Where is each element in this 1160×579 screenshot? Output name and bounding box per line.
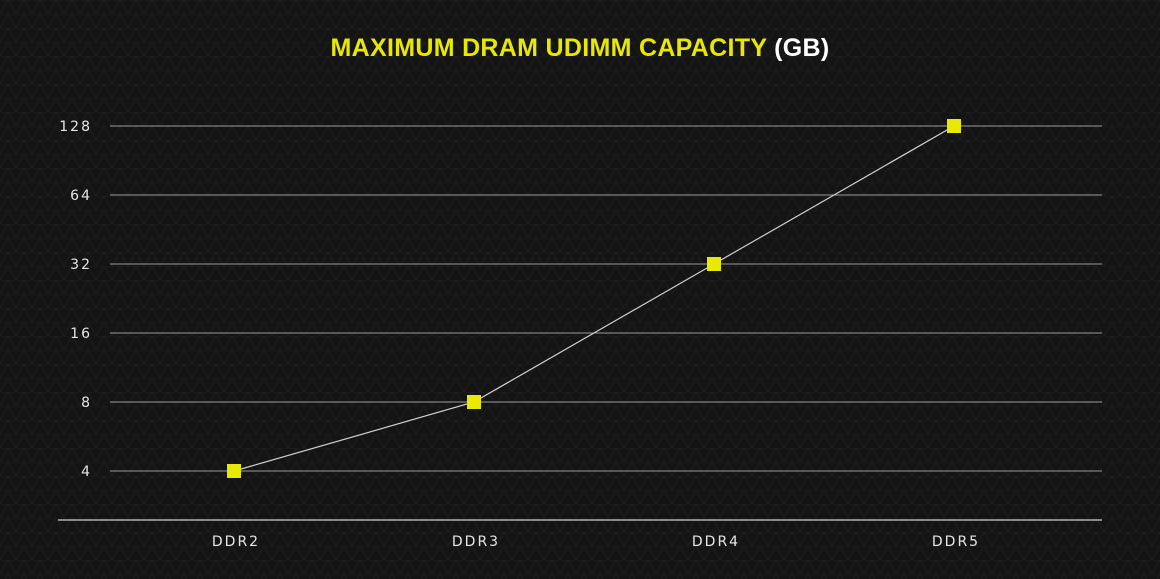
series-line <box>233 125 955 472</box>
chart-title: MAXIMUM DRAM UDIMM CAPACITY (GB) <box>0 34 1160 63</box>
x-tick-label: DDR5 <box>932 534 980 550</box>
y-tick-label: 32 <box>70 257 92 273</box>
data-point-ddr2 <box>227 464 241 478</box>
data-point-ddr5 <box>947 119 961 133</box>
x-tick-label: DDR2 <box>212 534 260 550</box>
chart-title-unit: (GB) <box>774 34 830 62</box>
y-tick-label: 64 <box>70 188 92 204</box>
y-tick-label: 8 <box>81 395 92 411</box>
y-tick-label: 128 <box>59 119 92 135</box>
y-tick-label: 4 <box>81 464 92 480</box>
data-point-ddr4 <box>707 257 721 271</box>
y-tick-label: 16 <box>70 326 92 342</box>
x-tick-label: DDR4 <box>692 534 740 550</box>
chart-title-main: MAXIMUM DRAM UDIMM CAPACITY <box>330 34 767 62</box>
data-point-ddr3 <box>467 395 481 409</box>
x-tick-label: DDR3 <box>452 534 500 550</box>
